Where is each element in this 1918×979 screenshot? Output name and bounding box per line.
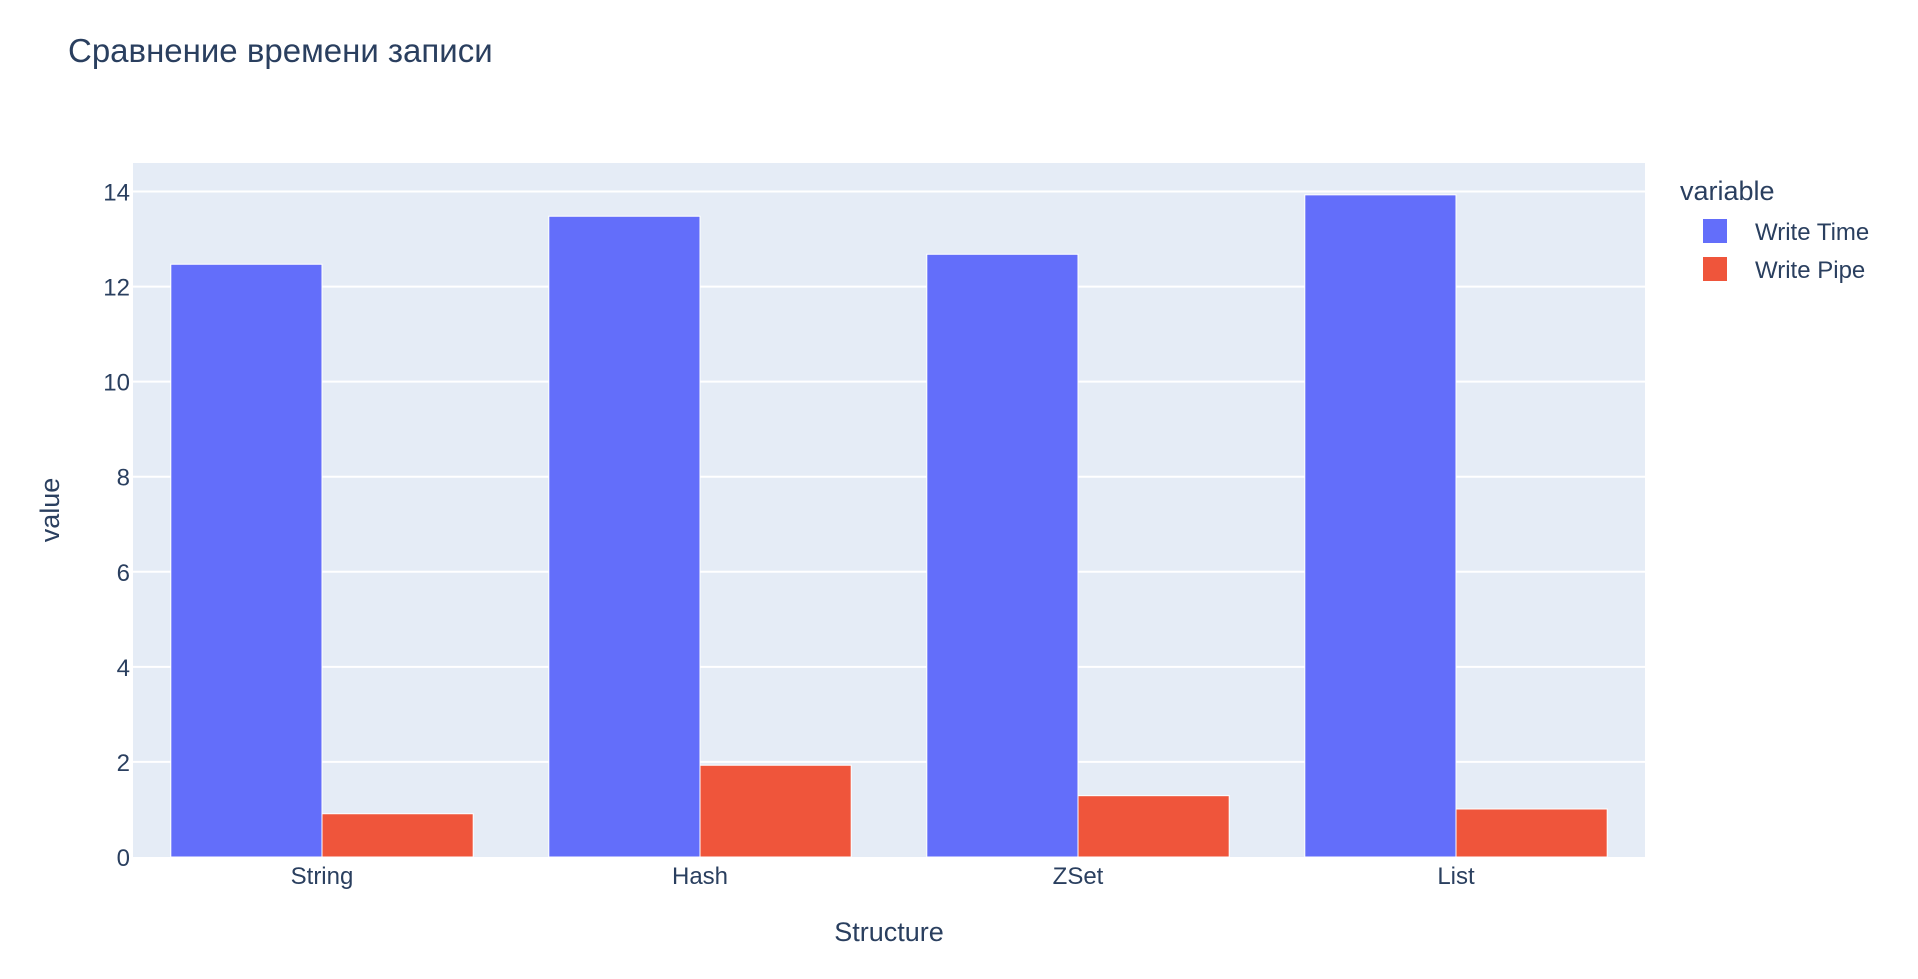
bar-write-pipe-list[interactable] xyxy=(1455,808,1608,858)
y-tick-label: 8 xyxy=(117,465,130,492)
y-tick-label: 12 xyxy=(103,275,130,302)
y-tick-label: 0 xyxy=(117,845,130,872)
y-axis-ticks: 0 2 4 6 8 10 12 14 xyxy=(103,180,130,872)
y-tick-label: 4 xyxy=(117,655,130,682)
x-axis-ticks: String Hash ZSet List xyxy=(291,863,1475,890)
legend-title: variable xyxy=(1680,176,1775,206)
bar-write-pipe-string[interactable] xyxy=(321,813,474,858)
legend-swatch-write-time[interactable] xyxy=(1703,219,1727,243)
bar-write-time-hash[interactable] xyxy=(548,215,701,858)
bars xyxy=(170,194,1608,858)
bar-write-time-list[interactable] xyxy=(1304,194,1457,858)
x-tick-label: List xyxy=(1437,863,1475,890)
bar-write-pipe-hash[interactable] xyxy=(699,764,852,858)
legend-swatch-write-pipe[interactable] xyxy=(1703,257,1727,281)
x-tick-label: ZSet xyxy=(1053,863,1104,890)
bar-write-time-zset[interactable] xyxy=(926,253,1079,858)
x-tick-label: String xyxy=(291,863,354,890)
bar-write-time-string[interactable] xyxy=(170,263,323,858)
y-axis-title: value xyxy=(35,478,65,543)
bar-write-pipe-zset[interactable] xyxy=(1077,795,1230,858)
y-tick-label: 2 xyxy=(117,750,130,777)
y-tick-label: 6 xyxy=(117,560,130,587)
legend-label[interactable]: Write Time xyxy=(1755,219,1869,246)
legend-items: Write Time Write Pipe xyxy=(1703,219,1869,284)
x-tick-label: Hash xyxy=(672,863,728,890)
x-axis-title: Structure xyxy=(834,917,944,947)
y-tick-label: 10 xyxy=(103,370,130,397)
legend-label[interactable]: Write Pipe xyxy=(1755,257,1865,284)
legend: variable Write Time Write Pipe xyxy=(1680,176,1869,284)
y-tick-label: 14 xyxy=(103,180,130,207)
chart-title: Сравнение времени записи xyxy=(68,32,493,69)
